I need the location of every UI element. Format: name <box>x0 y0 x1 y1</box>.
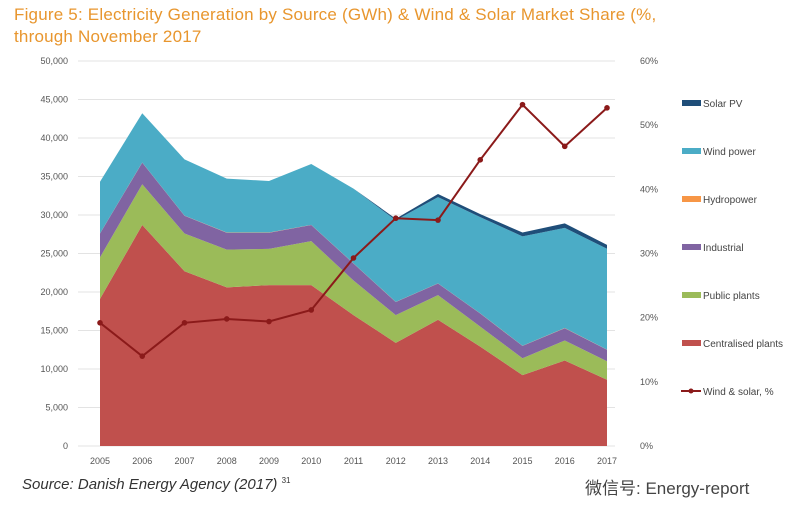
line-marker <box>97 320 103 326</box>
line-marker <box>519 101 526 108</box>
line-marker <box>181 320 188 326</box>
x-tick-label: 2015 <box>512 456 532 466</box>
area-industrial <box>100 162 607 362</box>
y-right-tick-label: 10% <box>640 377 658 387</box>
legend-label-solar-pv: Solar PV <box>703 99 743 110</box>
line-marker <box>139 353 146 359</box>
y-left-tick-label: 20,000 <box>40 287 68 297</box>
legend-marker-icon <box>688 388 694 394</box>
footnote-ref: 31 <box>281 476 291 485</box>
y-left-tick-label: 50,000 <box>40 56 68 66</box>
title-line-1: Figure 5: Electricity Generation by Sour… <box>14 5 657 24</box>
legend-swatch-solar-pv <box>682 100 701 106</box>
x-tick-label: 2011 <box>344 456 363 466</box>
legend-swatch-wind-power <box>682 148 701 154</box>
line-marker <box>561 143 568 150</box>
x-tick-label: 2005 <box>90 456 110 466</box>
line-marker <box>477 157 484 163</box>
legend-label-industrial: Industrial <box>703 243 744 254</box>
y-left-tick-label: 40,000 <box>40 133 68 143</box>
x-tick-label: 2016 <box>555 456 575 466</box>
line-marker <box>308 307 315 313</box>
line-marker <box>435 217 441 223</box>
legend-label-wind-solar-: Wind & solar, % <box>703 387 774 398</box>
y-left-tick-label: 15,000 <box>40 326 68 336</box>
x-tick-label: 2008 <box>217 456 237 466</box>
line-marker <box>223 316 230 322</box>
area-public-plants <box>100 184 607 380</box>
line-marker <box>350 255 357 261</box>
y-right-tick-label: 60% <box>640 56 658 66</box>
y-left-tick-label: 35,000 <box>40 172 68 182</box>
x-tick-label: 2013 <box>428 456 448 466</box>
y-left-tick-label: 30,000 <box>40 210 68 220</box>
line-marker <box>604 105 610 111</box>
y-left-tick-label: 10,000 <box>40 364 68 374</box>
area-centralised-plants <box>100 225 607 446</box>
x-tick-label: 2017 <box>597 456 617 466</box>
y-left-tick-label: 45,000 <box>40 95 68 105</box>
legend-swatch-hydropower <box>682 196 701 202</box>
line-marker <box>392 215 399 222</box>
y-left-tick-label: 0 <box>63 441 68 451</box>
legend-swatch-public-plants <box>682 292 701 298</box>
source-note: Source: Danish Energy Agency (2017) 31 <box>22 476 291 493</box>
x-tick-label: 2012 <box>386 456 406 466</box>
y-right-tick-label: 0% <box>640 441 653 451</box>
y-right-tick-label: 20% <box>640 313 658 323</box>
y-left-tick-label: 25,000 <box>40 249 68 259</box>
x-tick-label: 2014 <box>470 456 490 466</box>
chart-title: Figure 5: Electricity Generation by Sour… <box>14 4 800 48</box>
y-right-tick-label: 40% <box>640 184 658 194</box>
legend-swatch-industrial <box>682 244 701 250</box>
y-right-tick-label: 30% <box>640 249 658 259</box>
area-wind-power <box>100 113 607 350</box>
legend-label-wind-power: Wind power <box>703 147 756 158</box>
title-line-2: through November 2017 <box>14 27 202 46</box>
x-tick-label: 2009 <box>259 456 279 466</box>
x-tick-label: 2007 <box>174 456 194 466</box>
legend-label-public-plants: Public plants <box>703 291 760 302</box>
y-left-tick-label: 5,000 <box>45 403 68 413</box>
watermark: 微信号: Energy-report <box>585 479 750 498</box>
legend-label-hydropower: Hydropower <box>703 195 758 206</box>
source-text: Source: Danish Energy Agency (2017) <box>22 476 278 493</box>
y-right-tick-label: 50% <box>640 120 658 130</box>
x-tick-label: 2010 <box>301 456 321 466</box>
x-tick-label: 2006 <box>132 456 152 466</box>
area-solar-pv <box>100 113 607 249</box>
legend-swatch-centralised-plants <box>682 340 701 346</box>
line-marker <box>266 318 272 325</box>
legend-label-centralised-plants: Centralised plants <box>703 339 783 350</box>
